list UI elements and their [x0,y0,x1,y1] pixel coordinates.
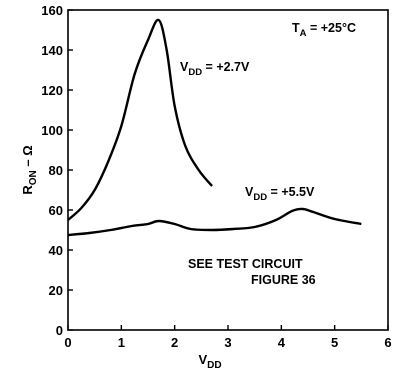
test-circuit-note-line1: SEE TEST CIRCUIT [188,257,303,271]
y-tick-labels: 0 20 40 60 80 100 120 140 160 [41,3,63,338]
y-tick-label: 20 [49,283,63,298]
x-tick-label: 3 [224,335,231,350]
series-vdd-2p7-line [67,18,213,221]
y-tick-label: 80 [49,163,63,178]
x-tick-label: 4 [278,335,286,350]
x-tick-labels: 0 1 2 3 4 5 6 [64,335,391,350]
x-axis-label: VDD [198,352,221,371]
y-tick-label: 100 [41,123,63,138]
x-tick-label: 1 [118,335,125,350]
temperature-annotation: TA = +25°C [292,21,356,39]
series-vdd-5p5-line [67,207,362,237]
y-tick-label: 160 [41,3,63,18]
x-tick-marks [67,325,389,330]
y-tick-label: 40 [49,243,63,258]
y-tick-label: 60 [49,203,63,218]
y-tick-label: 0 [56,323,63,338]
x-tick-label: 2 [171,335,178,350]
y-tick-label: 140 [41,43,63,58]
x-tick-label: 6 [384,335,391,350]
y-axis-label: RON – Ω [20,145,39,194]
x-tick-label: 0 [64,335,71,350]
series-label-vdd-5p5: VDD = +5.5V [245,185,315,203]
y-tick-label: 120 [41,83,63,98]
x-tick-label: 5 [331,335,338,350]
plot-frame [67,9,389,331]
y-tick-marks [68,9,73,331]
test-circuit-note-line2: FIGURE 36 [251,273,316,287]
series-label-vdd-2p7: VDD = +2.7V [180,60,250,78]
